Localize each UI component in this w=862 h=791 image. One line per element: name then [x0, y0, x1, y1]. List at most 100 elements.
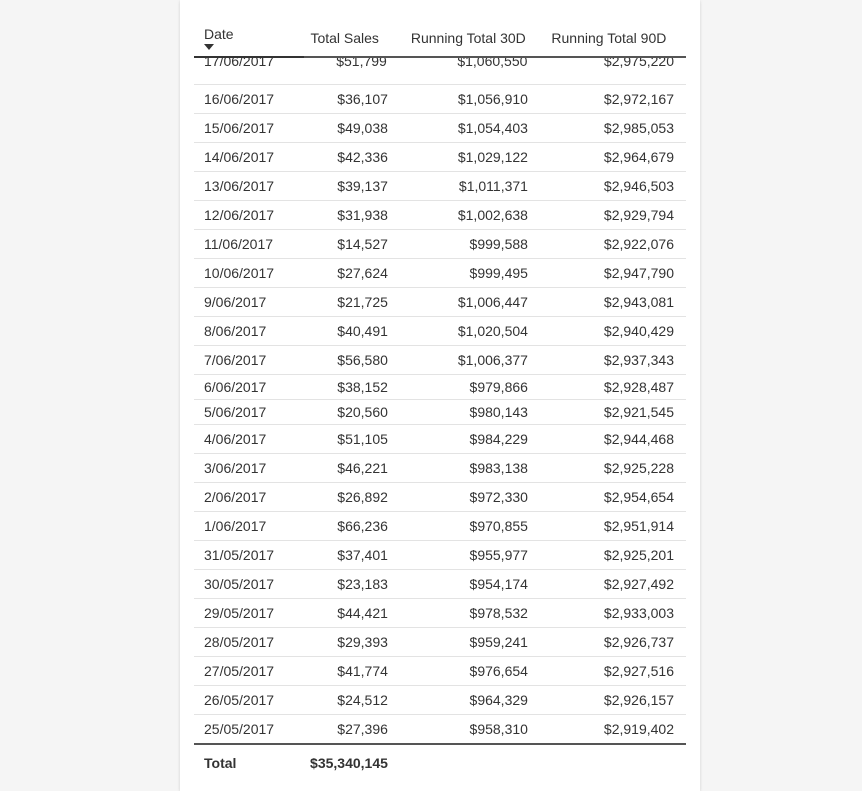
- cell-sales: $41,774: [304, 657, 406, 686]
- cell-rt90: $2,926,737: [546, 628, 686, 657]
- column-header-date[interactable]: Date: [194, 20, 304, 57]
- cell-sales: $40,491: [304, 317, 406, 346]
- cell-rt90: $2,922,076: [546, 230, 686, 259]
- cell-rt90: $2,921,545: [546, 400, 686, 425]
- cell-sales: $31,938: [304, 201, 406, 230]
- cell-rt30: $972,330: [406, 483, 546, 512]
- cell-date: 13/06/2017: [194, 172, 304, 201]
- cell-sales: $21,725: [304, 288, 406, 317]
- cell-rt90: $2,985,053: [546, 114, 686, 143]
- cell-date: 5/06/2017: [194, 400, 304, 425]
- cell-rt90: $2,929,794: [546, 201, 686, 230]
- cell-rt90: $2,925,228: [546, 454, 686, 483]
- cell-rt90: $2,933,003: [546, 599, 686, 628]
- cell-sales: $42,336: [304, 143, 406, 172]
- cell-sales: $38,152: [304, 375, 406, 400]
- table-row[interactable]: 25/05/2017$27,396$958,310$2,919,402: [194, 715, 686, 745]
- cell-date: 12/06/2017: [194, 201, 304, 230]
- cell-rt30: $954,174: [406, 570, 546, 599]
- table-row[interactable]: 2/06/2017$26,892$972,330$2,954,654: [194, 483, 686, 512]
- cell-date: 27/05/2017: [194, 657, 304, 686]
- table-row[interactable]: 29/05/2017$44,421$978,532$2,933,003: [194, 599, 686, 628]
- table-row[interactable]: 15/06/2017$49,038$1,054,403$2,985,053: [194, 114, 686, 143]
- cell-date: 2/06/2017: [194, 483, 304, 512]
- table-row[interactable]: 31/05/2017$37,401$955,977$2,925,201: [194, 541, 686, 570]
- cell-date: 16/06/2017: [194, 85, 304, 114]
- cell-rt30: $999,495: [406, 259, 546, 288]
- report-table-panel: Date Total Sales Running Total 30D Runni…: [180, 0, 700, 791]
- table-row[interactable]: 8/06/2017$40,491$1,020,504$2,940,429: [194, 317, 686, 346]
- column-header-total-sales[interactable]: Total Sales: [304, 20, 404, 57]
- cell-date: 28/05/2017: [194, 628, 304, 657]
- table-row[interactable]: 7/06/2017$56,580$1,006,377$2,937,343: [194, 346, 686, 375]
- column-header-date-label: Date: [204, 26, 234, 42]
- cell-date: 9/06/2017: [194, 288, 304, 317]
- table-row[interactable]: 26/05/2017$24,512$964,329$2,926,157: [194, 686, 686, 715]
- cell-date: 30/05/2017: [194, 570, 304, 599]
- cell-rt90: $2,925,201: [546, 541, 686, 570]
- table-row[interactable]: 9/06/2017$21,725$1,006,447$2,943,081: [194, 288, 686, 317]
- table-row[interactable]: 30/05/2017$23,183$954,174$2,927,492: [194, 570, 686, 599]
- cell-sales: $51,799: [304, 58, 404, 75]
- cell-rt30: $978,532: [406, 599, 546, 628]
- cell-rt30: $1,054,403: [406, 114, 546, 143]
- table-total-row: Total $35,340,145: [194, 744, 686, 777]
- cell-rt30: $1,020,504: [406, 317, 546, 346]
- cell-rt30: $999,588: [406, 230, 546, 259]
- table-row[interactable]: 13/06/2017$39,137$1,011,371$2,946,503: [194, 172, 686, 201]
- table-row[interactable]: 3/06/2017$46,221$983,138$2,925,228: [194, 454, 686, 483]
- column-header-running-total-30d[interactable]: Running Total 30D: [405, 20, 546, 57]
- cell-sales: $51,105: [304, 425, 406, 454]
- table-row[interactable]: 14/06/2017$42,336$1,029,122$2,964,679: [194, 143, 686, 172]
- cell-sales: $46,221: [304, 454, 406, 483]
- cell-rt30: $958,310: [406, 715, 546, 745]
- cell-sales: $66,236: [304, 512, 406, 541]
- cell-sales: $23,183: [304, 570, 406, 599]
- cell-rt90: $2,928,487: [546, 375, 686, 400]
- cell-rt90: $2,919,402: [546, 715, 686, 745]
- cell-rt90: $2,947,790: [546, 259, 686, 288]
- cell-date: 31/05/2017: [194, 541, 304, 570]
- total-sales: $35,340,145: [304, 744, 406, 777]
- cell-rt30: $964,329: [406, 686, 546, 715]
- cell-rt30: $1,006,447: [406, 288, 546, 317]
- table-row[interactable]: 27/05/2017$41,774$976,654$2,927,516: [194, 657, 686, 686]
- table-row[interactable]: 16/06/2017$36,107$1,056,910$2,972,167: [194, 85, 686, 114]
- table-row[interactable]: 12/06/2017$31,938$1,002,638$2,929,794: [194, 201, 686, 230]
- table-row[interactable]: 1/06/2017$66,236$970,855$2,951,914: [194, 512, 686, 541]
- cell-sales: $26,892: [304, 483, 406, 512]
- cell-date: 7/06/2017: [194, 346, 304, 375]
- cell-date: 14/06/2017: [194, 143, 304, 172]
- cell-rt90: $2,926,157: [546, 686, 686, 715]
- cell-rt30: $979,866: [406, 375, 546, 400]
- cell-rt30: $1,006,377: [406, 346, 546, 375]
- cell-rt90: $2,937,343: [546, 346, 686, 375]
- cell-date: 29/05/2017: [194, 599, 304, 628]
- cell-rt30: $970,855: [406, 512, 546, 541]
- table-row[interactable]: 4/06/2017$51,105$984,229$2,944,468: [194, 425, 686, 454]
- total-rt30: [406, 744, 546, 777]
- cell-rt30: $984,229: [406, 425, 546, 454]
- data-table-header: Date Total Sales Running Total 30D Runni…: [194, 20, 686, 58]
- cell-sales: $27,624: [304, 259, 406, 288]
- cell-rt90: $2,927,492: [546, 570, 686, 599]
- cell-date: 25/05/2017: [194, 715, 304, 745]
- table-row[interactable]: 5/06/2017$20,560$980,143$2,921,545: [194, 400, 686, 425]
- cell-rt90: $2,951,914: [546, 512, 686, 541]
- cell-rt90: $2,944,468: [546, 425, 686, 454]
- table-row[interactable]: 17/06/2017 $51,799 $1,060,550 $2,975,220: [194, 58, 686, 75]
- table-row[interactable]: 28/05/2017$29,393$959,241$2,926,737: [194, 628, 686, 657]
- table-row[interactable]: 11/06/2017$14,527$999,588$2,922,076: [194, 230, 686, 259]
- cell-sales: $44,421: [304, 599, 406, 628]
- cell-date: 17/06/2017: [194, 58, 304, 75]
- data-table-body: 16/06/2017$36,107$1,056,910$2,972,16715/…: [194, 84, 686, 777]
- scrolled-top-clip: 17/06/2017 $51,799 $1,060,550 $2,975,220: [194, 58, 686, 84]
- table-row[interactable]: 10/06/2017$27,624$999,495$2,947,790: [194, 259, 686, 288]
- cell-rt30: $1,060,550: [405, 58, 546, 75]
- cell-date: 10/06/2017: [194, 259, 304, 288]
- cell-sales: $49,038: [304, 114, 406, 143]
- cell-sales: $56,580: [304, 346, 406, 375]
- table-row[interactable]: 6/06/2017$38,152$979,866$2,928,487: [194, 375, 686, 400]
- column-header-running-total-90d[interactable]: Running Total 90D: [545, 20, 686, 57]
- cell-rt30: $1,029,122: [406, 143, 546, 172]
